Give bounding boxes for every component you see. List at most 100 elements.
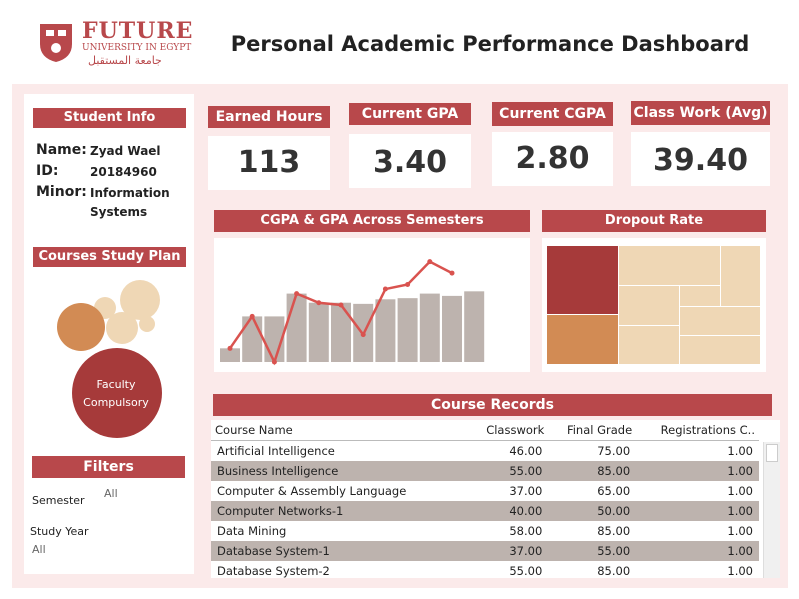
kpi-class-work-label: Class Work (Avg) [631,101,770,125]
cell-final-grade: 50.00 [548,501,637,521]
treemap-cell-dark-red[interactable] [547,246,618,314]
gpa-point-6[interactable] [360,332,366,338]
cell-classwork: 55.00 [509,564,543,578]
treemap-cell-orange[interactable] [547,315,618,364]
gpa-bar-4[interactable] [308,302,329,362]
cell-final-grade: 85.00 [597,524,631,538]
study-year-label: Study Year [30,525,89,538]
gpa-point-0[interactable] [227,345,233,351]
dropout-card [542,238,766,372]
gpa-bar-11[interactable] [464,291,485,362]
table-row[interactable]: Artificial Intelligence 46.00 75.00 1.00 [211,441,759,462]
university-crest-icon [40,24,72,62]
cell-classwork: 55.00 [469,461,549,481]
minor-label: Minor: [36,184,87,200]
treemap-cell-3[interactable] [619,286,679,325]
semester-label: Semester [32,494,85,507]
treemap-cell-2[interactable] [721,246,760,306]
cell-registrations: 1.00 [727,564,753,578]
cell-classwork: 37.00 [509,484,543,498]
dropout-treemap[interactable] [542,238,766,372]
gpa-point-5[interactable] [338,302,344,308]
cell-course-name: Database System-2 [217,564,330,578]
course-records-heading: Course Records [213,394,772,416]
gpa-point-10[interactable] [449,270,455,276]
cell-classwork: 58.00 [509,524,543,538]
treemap-cell-4[interactable] [680,286,720,306]
logo-subtitle: UNIVERSITY IN EGYPT [82,43,192,53]
cell-course-name: Database System-1 [211,541,469,561]
cell-final-grade: 85.00 [548,461,637,481]
table-row[interactable]: Business Intelligence 55.00 85.00 1.00 [211,461,759,481]
cell-final-grade: 85.00 [597,564,631,578]
treemap-cell-5[interactable] [680,307,760,335]
id-value: 20184960 [90,165,157,179]
gpa-point-4[interactable] [316,300,322,306]
gpa-bar-1[interactable] [242,316,263,362]
cell-registrations: 1.00 [636,541,759,561]
course-records-card: Course Name Classwork Final Grade Regist… [211,420,780,578]
gpa-bar-5[interactable] [331,302,351,362]
gpa-bar-3[interactable] [286,293,307,362]
kpi-current-gpa-value: 3.40 [349,134,471,188]
table-scrollbar[interactable] [763,442,780,578]
cell-course-name: Computer Networks-1 [211,501,469,521]
id-label: ID: [36,163,59,179]
bubble-label-line1: Faculty [97,378,136,391]
cell-final-grade: 65.00 [597,484,631,498]
minor-value-line1: Information [90,186,170,200]
col-final-grade[interactable]: Final Grade [548,420,637,441]
bubble-faculty-compulsory[interactable] [72,348,162,438]
cell-registrations: 1.00 [727,484,753,498]
table-row[interactable]: Database System-2 55.00 85.00 1.00 [211,561,759,578]
bubble-minor-1[interactable] [120,280,160,320]
name-label: Name: [36,142,87,158]
bubble-label-line2: Compulsory [83,396,149,409]
col-registrations[interactable]: Registrations C.. [636,420,759,441]
cell-classwork: 46.00 [509,444,543,458]
cell-course-name: Artificial Intelligence [217,444,335,458]
scrollbar-thumb[interactable] [766,444,778,462]
bubble-minor-3[interactable] [106,312,138,344]
treemap-cell-6[interactable] [619,326,679,364]
study-year-filter[interactable]: All [32,543,46,556]
table-row[interactable]: Computer Networks-1 40.00 50.00 1.00 [211,501,759,521]
gpa-point-7[interactable] [382,286,388,292]
cell-registrations: 1.00 [636,461,759,481]
gpa-bar-9[interactable] [419,293,440,362]
bubble-secondary[interactable] [57,303,105,351]
semester-filter[interactable]: All [104,487,118,500]
gpa-chart-card [214,238,530,372]
gpa-point-1[interactable] [249,313,255,319]
gpa-chart-heading: CGPA & GPA Across Semesters [214,210,530,232]
dropout-heading: Dropout Rate [542,210,766,232]
student-info-heading: Student Info [33,108,186,128]
table-row[interactable]: Database System-1 37.00 55.00 1.00 [211,541,759,561]
table-row[interactable]: Data Mining 58.00 85.00 1.00 [211,521,759,541]
logo-arabic: جامعة المستقبل [88,54,162,67]
kpi-class-work-value: 39.40 [631,132,770,186]
filters-heading: Filters [32,456,185,478]
gpa-point-3[interactable] [294,291,300,297]
kpi-earned-hours-label: Earned Hours [208,106,330,128]
treemap-cell-1[interactable] [619,246,720,285]
treemap-cell-7[interactable] [680,336,760,364]
kpi-current-gpa-label: Current GPA [349,103,471,125]
cell-registrations: 1.00 [727,444,753,458]
gpa-point-8[interactable] [405,281,411,287]
gpa-chart[interactable] [214,238,530,372]
gpa-bar-0[interactable] [220,348,240,362]
gpa-bar-10[interactable] [442,295,462,362]
bubble-minor-4[interactable] [139,316,155,332]
gpa-bar-7[interactable] [375,299,396,362]
cell-course-name: Business Intelligence [211,461,469,481]
gpa-point-2[interactable] [271,359,277,365]
table-row[interactable]: Computer & Assembly Language 37.00 65.00… [211,481,759,501]
gpa-bar-8[interactable] [397,298,418,362]
gpa-point-9[interactable] [427,259,433,265]
col-course-name[interactable]: Course Name [211,420,469,441]
page-title: Personal Academic Performance Dashboard [230,32,750,56]
course-records-table: Course Name Classwork Final Grade Regist… [211,420,759,578]
col-classwork[interactable]: Classwork [469,420,549,441]
minor-value-line2: Systems [90,205,148,219]
